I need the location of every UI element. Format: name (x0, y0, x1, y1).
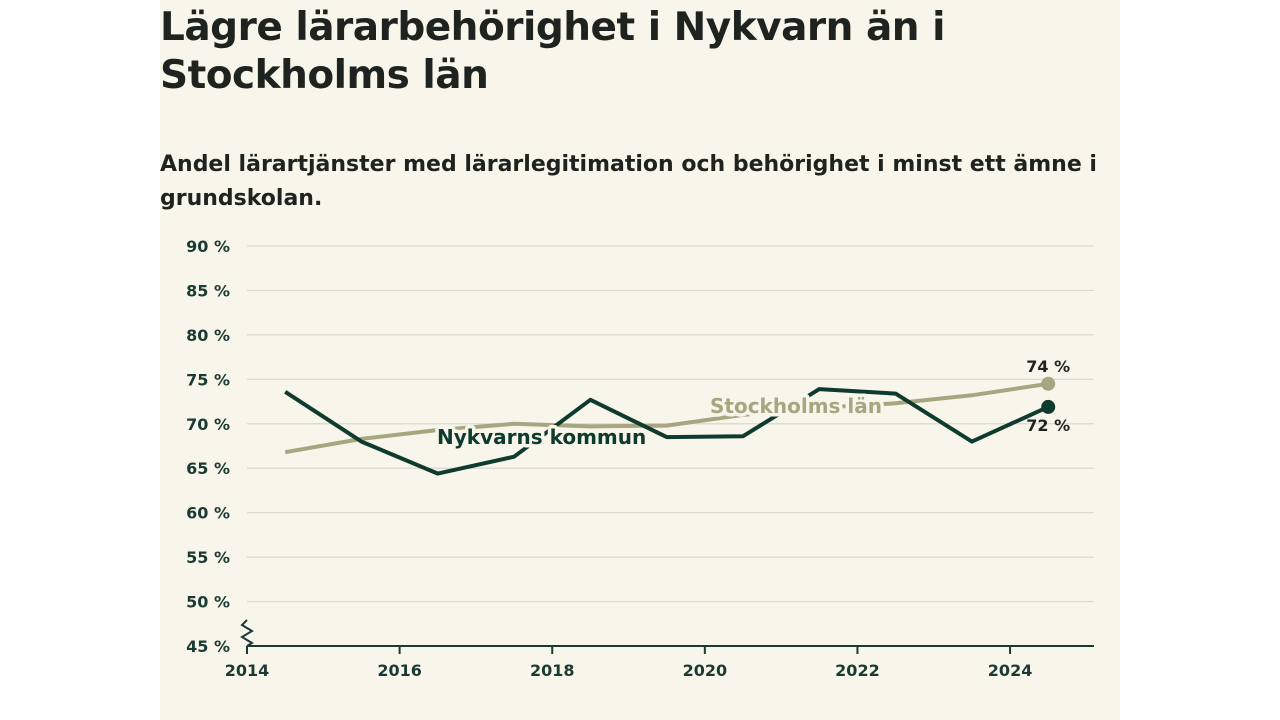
y-tick-label: 50 % (186, 593, 230, 612)
stockholm-series-line (284, 381, 1049, 455)
y-tick-label: 85 % (186, 281, 230, 300)
y-tick-label: 75 % (186, 370, 230, 389)
axes: 45 % 50 % 55 % 60 % 65 % 70 % 75 % 80 % 85 % 90 %… (186, 237, 1094, 680)
y-tick-label: 80 % (186, 326, 230, 345)
x-tick-label: 2018 (530, 661, 575, 680)
x-tick-label: 2020 (683, 661, 728, 680)
nykvarn-series-label: Nykvarns kommun (437, 425, 646, 449)
y-tick-label: 90 % (186, 237, 230, 256)
chart-subtitle: Andel lärartjänster med lärarlegitimatio… (160, 152, 1097, 211)
x-tick-label: 2016 (377, 661, 422, 680)
series (284, 376, 1056, 476)
nykvarn-end-point (1041, 399, 1056, 414)
series-labels: 74 % 72 % Nykvarns kommun Stockholms län (434, 357, 1071, 453)
gridlines (247, 245, 1094, 603)
x-tick-label: 2014 (225, 661, 270, 680)
stockholm-end-label: 74 % (1026, 357, 1070, 376)
nykvarn-end-label: 72 % (1026, 416, 1070, 435)
nykvarn-series-line (284, 387, 1050, 476)
y-tick-label: 45 % (186, 637, 230, 656)
y-tick-label: 65 % (186, 459, 230, 478)
x-tick-label: 2022 (835, 661, 880, 680)
x-tick-label: 2024 (988, 661, 1033, 680)
y-tick-label: 55 % (186, 548, 230, 567)
stockholm-end-point (1041, 376, 1056, 391)
stockholm-series-label: Stockholms län (710, 394, 882, 418)
axis-break-icon (240, 619, 254, 647)
chart-title: Lägre lärarbehörighet i Nykvarn än i Sto… (160, 5, 946, 98)
y-tick-label: 60 % (186, 504, 230, 523)
chart-background (160, 0, 1120, 720)
y-tick-label: 70 % (186, 415, 230, 434)
